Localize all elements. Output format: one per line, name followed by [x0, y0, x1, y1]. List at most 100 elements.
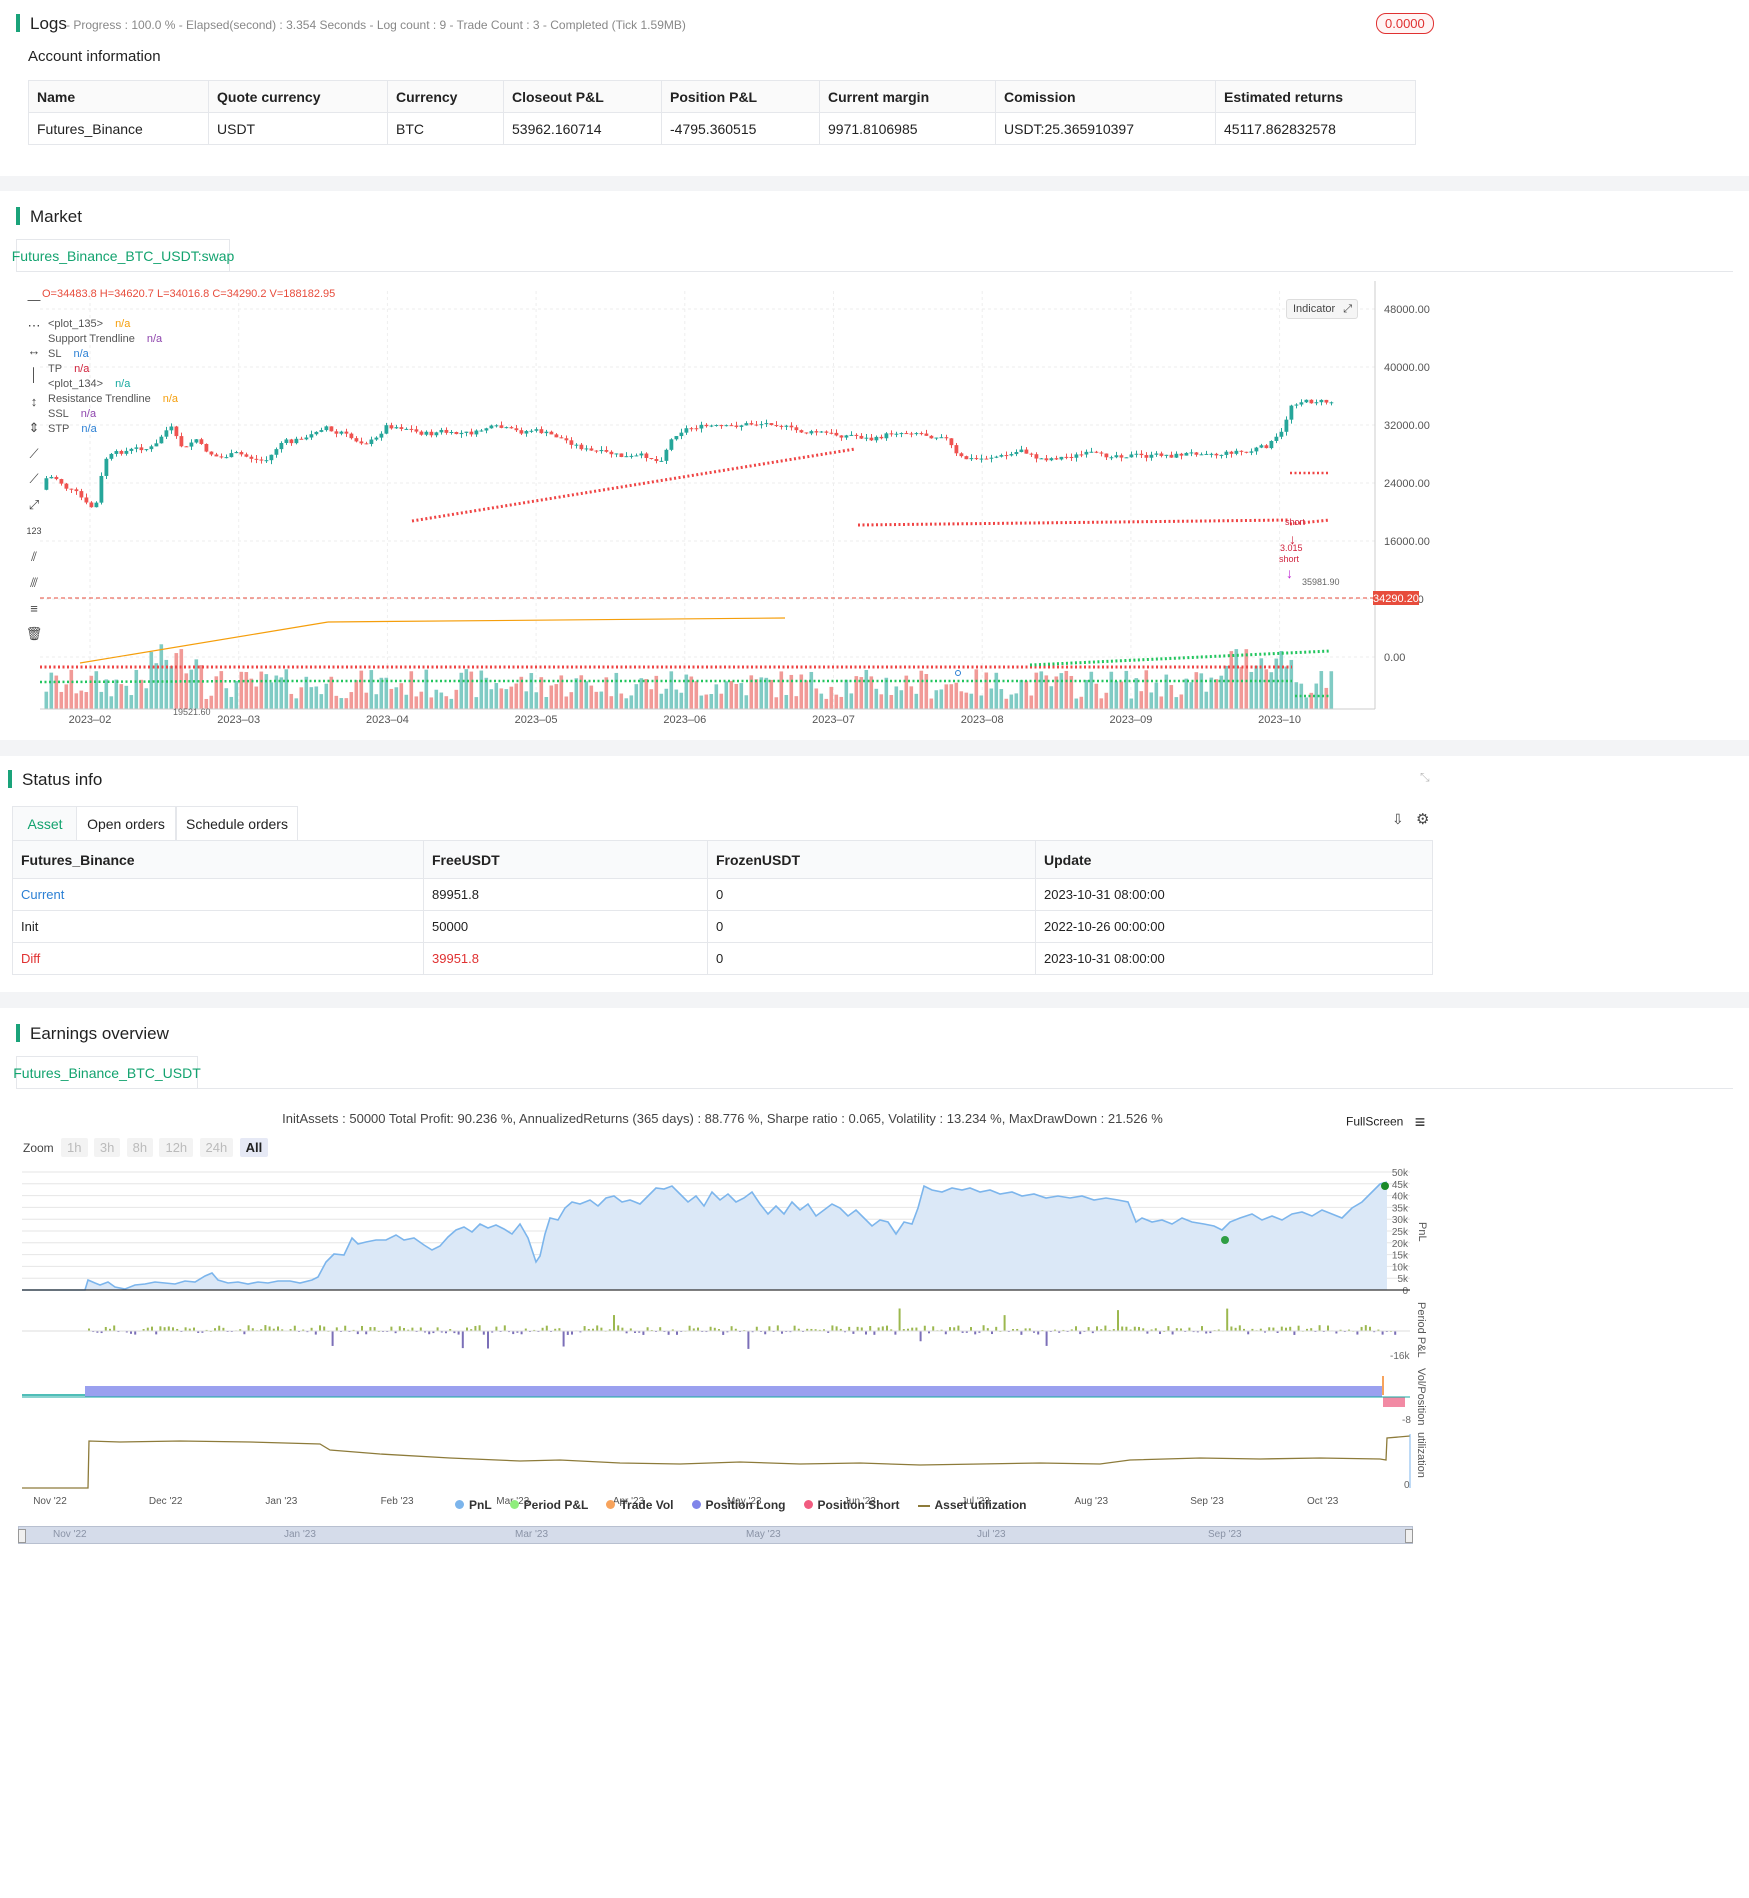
- settings-gear-icon[interactable]: ⚙: [1416, 811, 1430, 828]
- fib-tool-icon[interactable]: ⫻: [30, 575, 38, 590]
- navigator[interactable]: Nov '22 Jan '23 Mar '23 May '23 Jul '23 Sep '…: [18, 1526, 1413, 1544]
- extended-line-tool-icon[interactable]: ⤢: [28, 497, 40, 512]
- earnings-legend-item[interactable]: Asset utilization: [917, 1498, 1027, 1512]
- price-label-tool-icon[interactable]: 123: [26, 526, 42, 536]
- zoom-8h-button[interactable]: 8h: [126, 1138, 154, 1157]
- period-bar: [214, 1328, 216, 1331]
- period-bar: [671, 1329, 674, 1331]
- candlestick-chart[interactable]: 48000.00 40000.00 32000.00 24000.00 16000.00…: [40, 281, 1740, 751]
- volume-bar: [699, 695, 704, 709]
- earnings-legend-item[interactable]: PnL: [455, 1498, 492, 1512]
- zoom-1h-button[interactable]: 1h: [61, 1138, 88, 1157]
- earnings-legend-item[interactable]: Position Long: [691, 1498, 786, 1512]
- volume-bar: [1209, 677, 1214, 709]
- candle-body: [1074, 454, 1079, 458]
- navigator-handle-right[interactable]: [1405, 1529, 1413, 1543]
- candle-body: [484, 428, 489, 431]
- cloud-download-icon[interactable]: ⇩: [1392, 811, 1404, 827]
- tab-earnings-symbol[interactable]: Futures_Binance_BTC_USDT: [13, 1056, 201, 1089]
- period-bar: [1280, 1326, 1283, 1331]
- period-bar: [466, 1327, 468, 1331]
- tab-market-symbol[interactable]: Futures_Binance_BTC_USDT:swap: [12, 239, 234, 272]
- horizontal-lines-tool-icon[interactable]: ≡: [30, 600, 38, 616]
- navigator-tick: May '23: [746, 1529, 781, 1540]
- horizontal-ray-tool-icon[interactable]: ⋯: [27, 318, 41, 333]
- earnings-legend-item[interactable]: Trade Vol: [606, 1498, 674, 1512]
- zoom-all-button[interactable]: All: [239, 1138, 269, 1157]
- period-bar: [1201, 1326, 1203, 1331]
- candle-body: [539, 429, 544, 434]
- period-bar: [970, 1327, 972, 1331]
- volume-bar: [739, 683, 744, 709]
- trend-line-tool-icon[interactable]: ⟋: [29, 446, 39, 461]
- period-bar: [260, 1329, 263, 1331]
- volume-bar: [74, 693, 79, 709]
- zoom-12h-button[interactable]: 12h: [159, 1138, 194, 1157]
- period-bar: [953, 1327, 956, 1331]
- zoom-24h-button[interactable]: 24h: [199, 1138, 234, 1157]
- period-bar: [167, 1326, 170, 1331]
- trash-icon[interactable]: 🗑: [25, 626, 43, 641]
- horizontal-line-tool-icon[interactable]: —: [27, 291, 41, 307]
- volume-bars: [44, 644, 1334, 709]
- candle-body: [1189, 452, 1194, 454]
- tab-asset[interactable]: Asset: [12, 806, 78, 841]
- indicator-button[interactable]: Indicator ⤢: [1286, 299, 1358, 319]
- asset-row-label-current[interactable]: Current: [12, 878, 424, 911]
- legend-value: n/a: [146, 333, 163, 345]
- earnings-legend-item[interactable]: Period P&L: [509, 1498, 588, 1512]
- candle-body: [289, 439, 294, 444]
- candle-body: [364, 443, 369, 445]
- period-bar: [1381, 1331, 1384, 1335]
- candle-body: [714, 425, 719, 427]
- period-bar: [453, 1331, 456, 1334]
- period-bar: [831, 1325, 834, 1331]
- account-table: Name Quote currency Currency Closeout P&…: [28, 80, 1416, 145]
- volume-bar: [339, 698, 344, 709]
- volume-bar: [79, 690, 84, 709]
- candle-body: [489, 425, 494, 429]
- volume-bar: [789, 674, 794, 709]
- vertical-range-tool-icon[interactable]: ⇕: [28, 420, 40, 435]
- period-bar: [314, 1331, 317, 1335]
- asset-cell: 50000: [423, 910, 708, 943]
- volume-bar: [409, 671, 414, 709]
- navigator-handle-left[interactable]: [18, 1529, 26, 1543]
- x-tick-label: 2023–10: [1258, 714, 1301, 726]
- candle-body: [574, 444, 579, 446]
- tab-schedule-orders[interactable]: Schedule orders: [176, 806, 298, 841]
- volume-bar: [649, 689, 654, 709]
- candle-body: [139, 447, 144, 451]
- zoom-3h-button[interactable]: 3h: [93, 1138, 121, 1157]
- tab-open-orders[interactable]: Open orders: [76, 806, 176, 841]
- candle-body: [1019, 449, 1024, 453]
- legend-row: SL n/a: [48, 347, 178, 362]
- volume-bar: [399, 683, 404, 709]
- price-range-tool-icon[interactable]: ↕: [30, 393, 38, 409]
- legend-value: n/a: [74, 363, 90, 375]
- fullscreen-label: FullScreen: [1346, 1114, 1404, 1129]
- earnings-legend-item[interactable]: Position Short: [803, 1498, 900, 1512]
- parallel-channel-tool-icon[interactable]: ⫽: [31, 549, 37, 564]
- period-bar: [1272, 1327, 1275, 1331]
- fullscreen-button[interactable]: FullScreen ≡: [1346, 1112, 1425, 1133]
- vertical-line-tool-icon[interactable]: │: [29, 366, 39, 382]
- volume-bar: [1024, 680, 1029, 709]
- candle-body: [514, 428, 519, 431]
- collapse-icon[interactable]: ⤡: [1420, 770, 1430, 784]
- period-bar: [1003, 1315, 1006, 1331]
- ray-tool-icon[interactable]: ⟋: [29, 471, 39, 486]
- asset-header: FrozenUSDT: [707, 840, 1036, 879]
- period-bar: [516, 1331, 519, 1333]
- earnings-legend-label: Position Short: [817, 1498, 900, 1512]
- period-bar: [839, 1328, 842, 1331]
- legend-value: n/a: [80, 408, 97, 420]
- horizontal-segment-tool-icon[interactable]: ↔: [27, 342, 41, 358]
- pnl-area: [22, 1182, 1387, 1290]
- candle-body: [534, 429, 539, 431]
- pnl-marker-high: [1381, 1182, 1389, 1190]
- candle-body: [59, 479, 64, 484]
- volume-bar: [374, 694, 379, 709]
- volume-bar: [639, 678, 644, 709]
